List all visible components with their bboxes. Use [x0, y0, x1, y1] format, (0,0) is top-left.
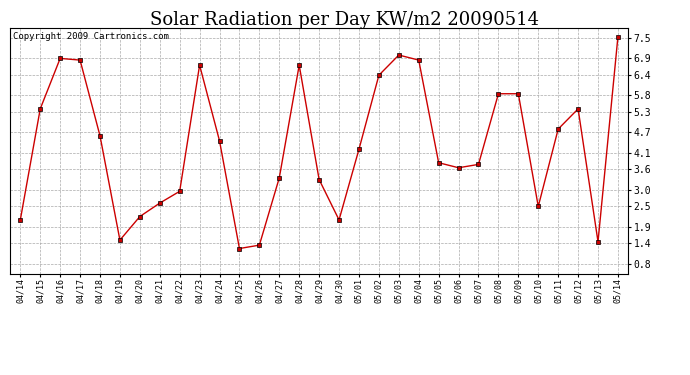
- Text: Solar Radiation per Day KW/m2 20090514: Solar Radiation per Day KW/m2 20090514: [150, 11, 540, 29]
- Text: Copyright 2009 Cartronics.com: Copyright 2009 Cartronics.com: [13, 32, 169, 41]
